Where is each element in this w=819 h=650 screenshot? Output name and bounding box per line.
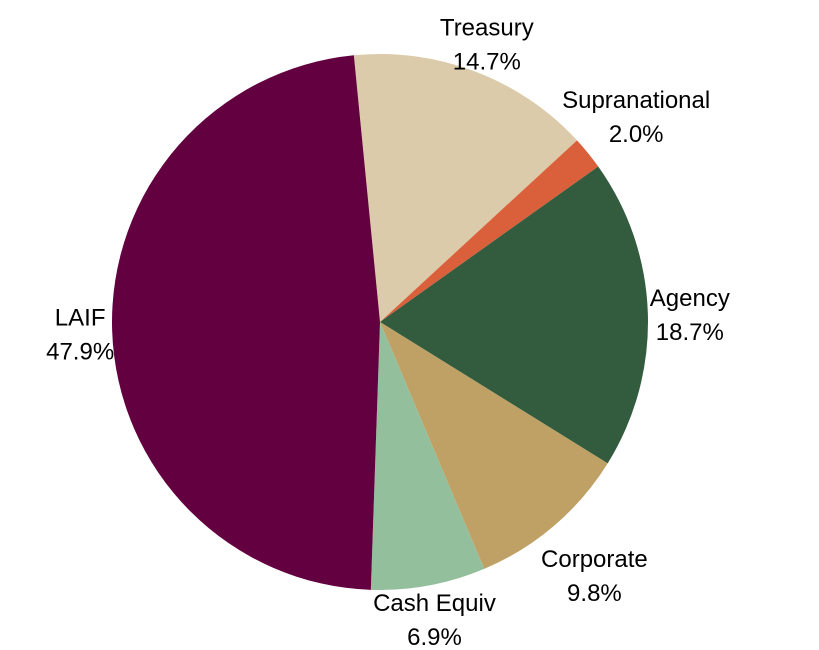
slice-value-label: 47.9% [46,339,114,366]
pie-slice [353,53,578,322]
slice-value-label: 18.7% [656,319,724,346]
slice-label: Cash Equiv [373,590,496,617]
pie-slice [380,166,649,464]
slice-label: Supranational [562,87,710,114]
slice-label: Agency [650,285,730,312]
slice-value-label: 2.0% [609,121,664,148]
slice-label: Corporate [541,546,648,573]
slice-label: LAIF [55,305,106,332]
pie-slice [370,322,485,590]
slice-value-label: 14.7% [453,49,521,76]
slice-label: Treasury [440,15,534,42]
slice-value-label: 6.9% [407,624,462,650]
pie-slice [380,140,599,322]
pie-slice [112,55,380,590]
slice-value-label: 9.8% [567,580,622,607]
pie-slice [380,322,608,569]
